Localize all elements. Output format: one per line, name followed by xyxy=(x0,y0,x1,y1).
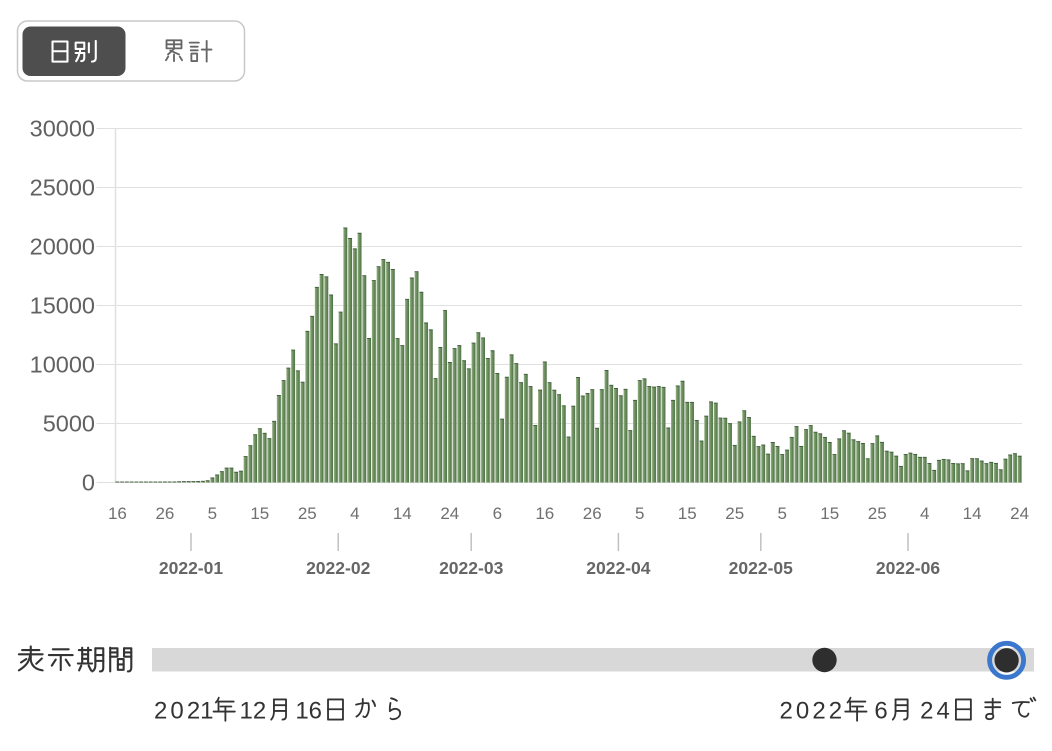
svg-text:2022-05: 2022-05 xyxy=(729,558,793,578)
svg-text:1: 1 xyxy=(295,698,308,725)
svg-text:26: 26 xyxy=(155,504,174,523)
svg-text:0: 0 xyxy=(82,470,95,496)
svg-text:25: 25 xyxy=(298,504,317,523)
svg-text:25: 25 xyxy=(725,504,744,523)
svg-text:24: 24 xyxy=(1010,504,1029,523)
svg-text:0: 0 xyxy=(170,698,183,725)
svg-text:6: 6 xyxy=(493,504,502,523)
svg-text:16: 16 xyxy=(108,504,127,523)
svg-text:4: 4 xyxy=(350,504,359,523)
svg-text:5: 5 xyxy=(208,504,217,523)
svg-text:5: 5 xyxy=(635,504,644,523)
svg-text:14: 14 xyxy=(393,504,412,523)
svg-text:2022-04: 2022-04 xyxy=(586,558,650,578)
svg-text:2: 2 xyxy=(253,698,266,725)
svg-text:6: 6 xyxy=(874,698,887,725)
svg-text:15: 15 xyxy=(820,504,839,523)
svg-text:25: 25 xyxy=(868,504,887,523)
svg-text:2022-06: 2022-06 xyxy=(876,558,940,578)
svg-text:20000: 20000 xyxy=(30,234,95,260)
svg-text:2022-02: 2022-02 xyxy=(306,558,370,578)
svg-text:2: 2 xyxy=(187,698,200,725)
svg-text:5000: 5000 xyxy=(43,411,95,437)
svg-text:1: 1 xyxy=(200,698,213,725)
svg-text:1: 1 xyxy=(240,698,253,725)
svg-text:2: 2 xyxy=(812,698,825,725)
svg-text:6: 6 xyxy=(309,698,322,725)
svg-text:14: 14 xyxy=(963,504,982,523)
svg-text:26: 26 xyxy=(583,504,602,523)
svg-text:4: 4 xyxy=(937,698,950,725)
svg-text:15: 15 xyxy=(678,504,697,523)
svg-text:4: 4 xyxy=(920,504,929,523)
svg-text:2: 2 xyxy=(780,698,793,725)
svg-text:16: 16 xyxy=(535,504,554,523)
svg-text:10000: 10000 xyxy=(30,352,95,378)
svg-text:2: 2 xyxy=(829,698,842,725)
svg-text:25000: 25000 xyxy=(30,175,95,201)
svg-text:2022-01: 2022-01 xyxy=(159,558,223,578)
svg-text:2: 2 xyxy=(920,698,933,725)
svg-text:5: 5 xyxy=(777,504,786,523)
svg-text:15000: 15000 xyxy=(30,293,95,319)
svg-text:24: 24 xyxy=(440,504,459,523)
svg-text:2022-03: 2022-03 xyxy=(439,558,503,578)
svg-text:0: 0 xyxy=(796,698,809,725)
svg-text:15: 15 xyxy=(250,504,269,523)
svg-text:2: 2 xyxy=(154,698,167,725)
svg-text:30000: 30000 xyxy=(30,116,95,142)
